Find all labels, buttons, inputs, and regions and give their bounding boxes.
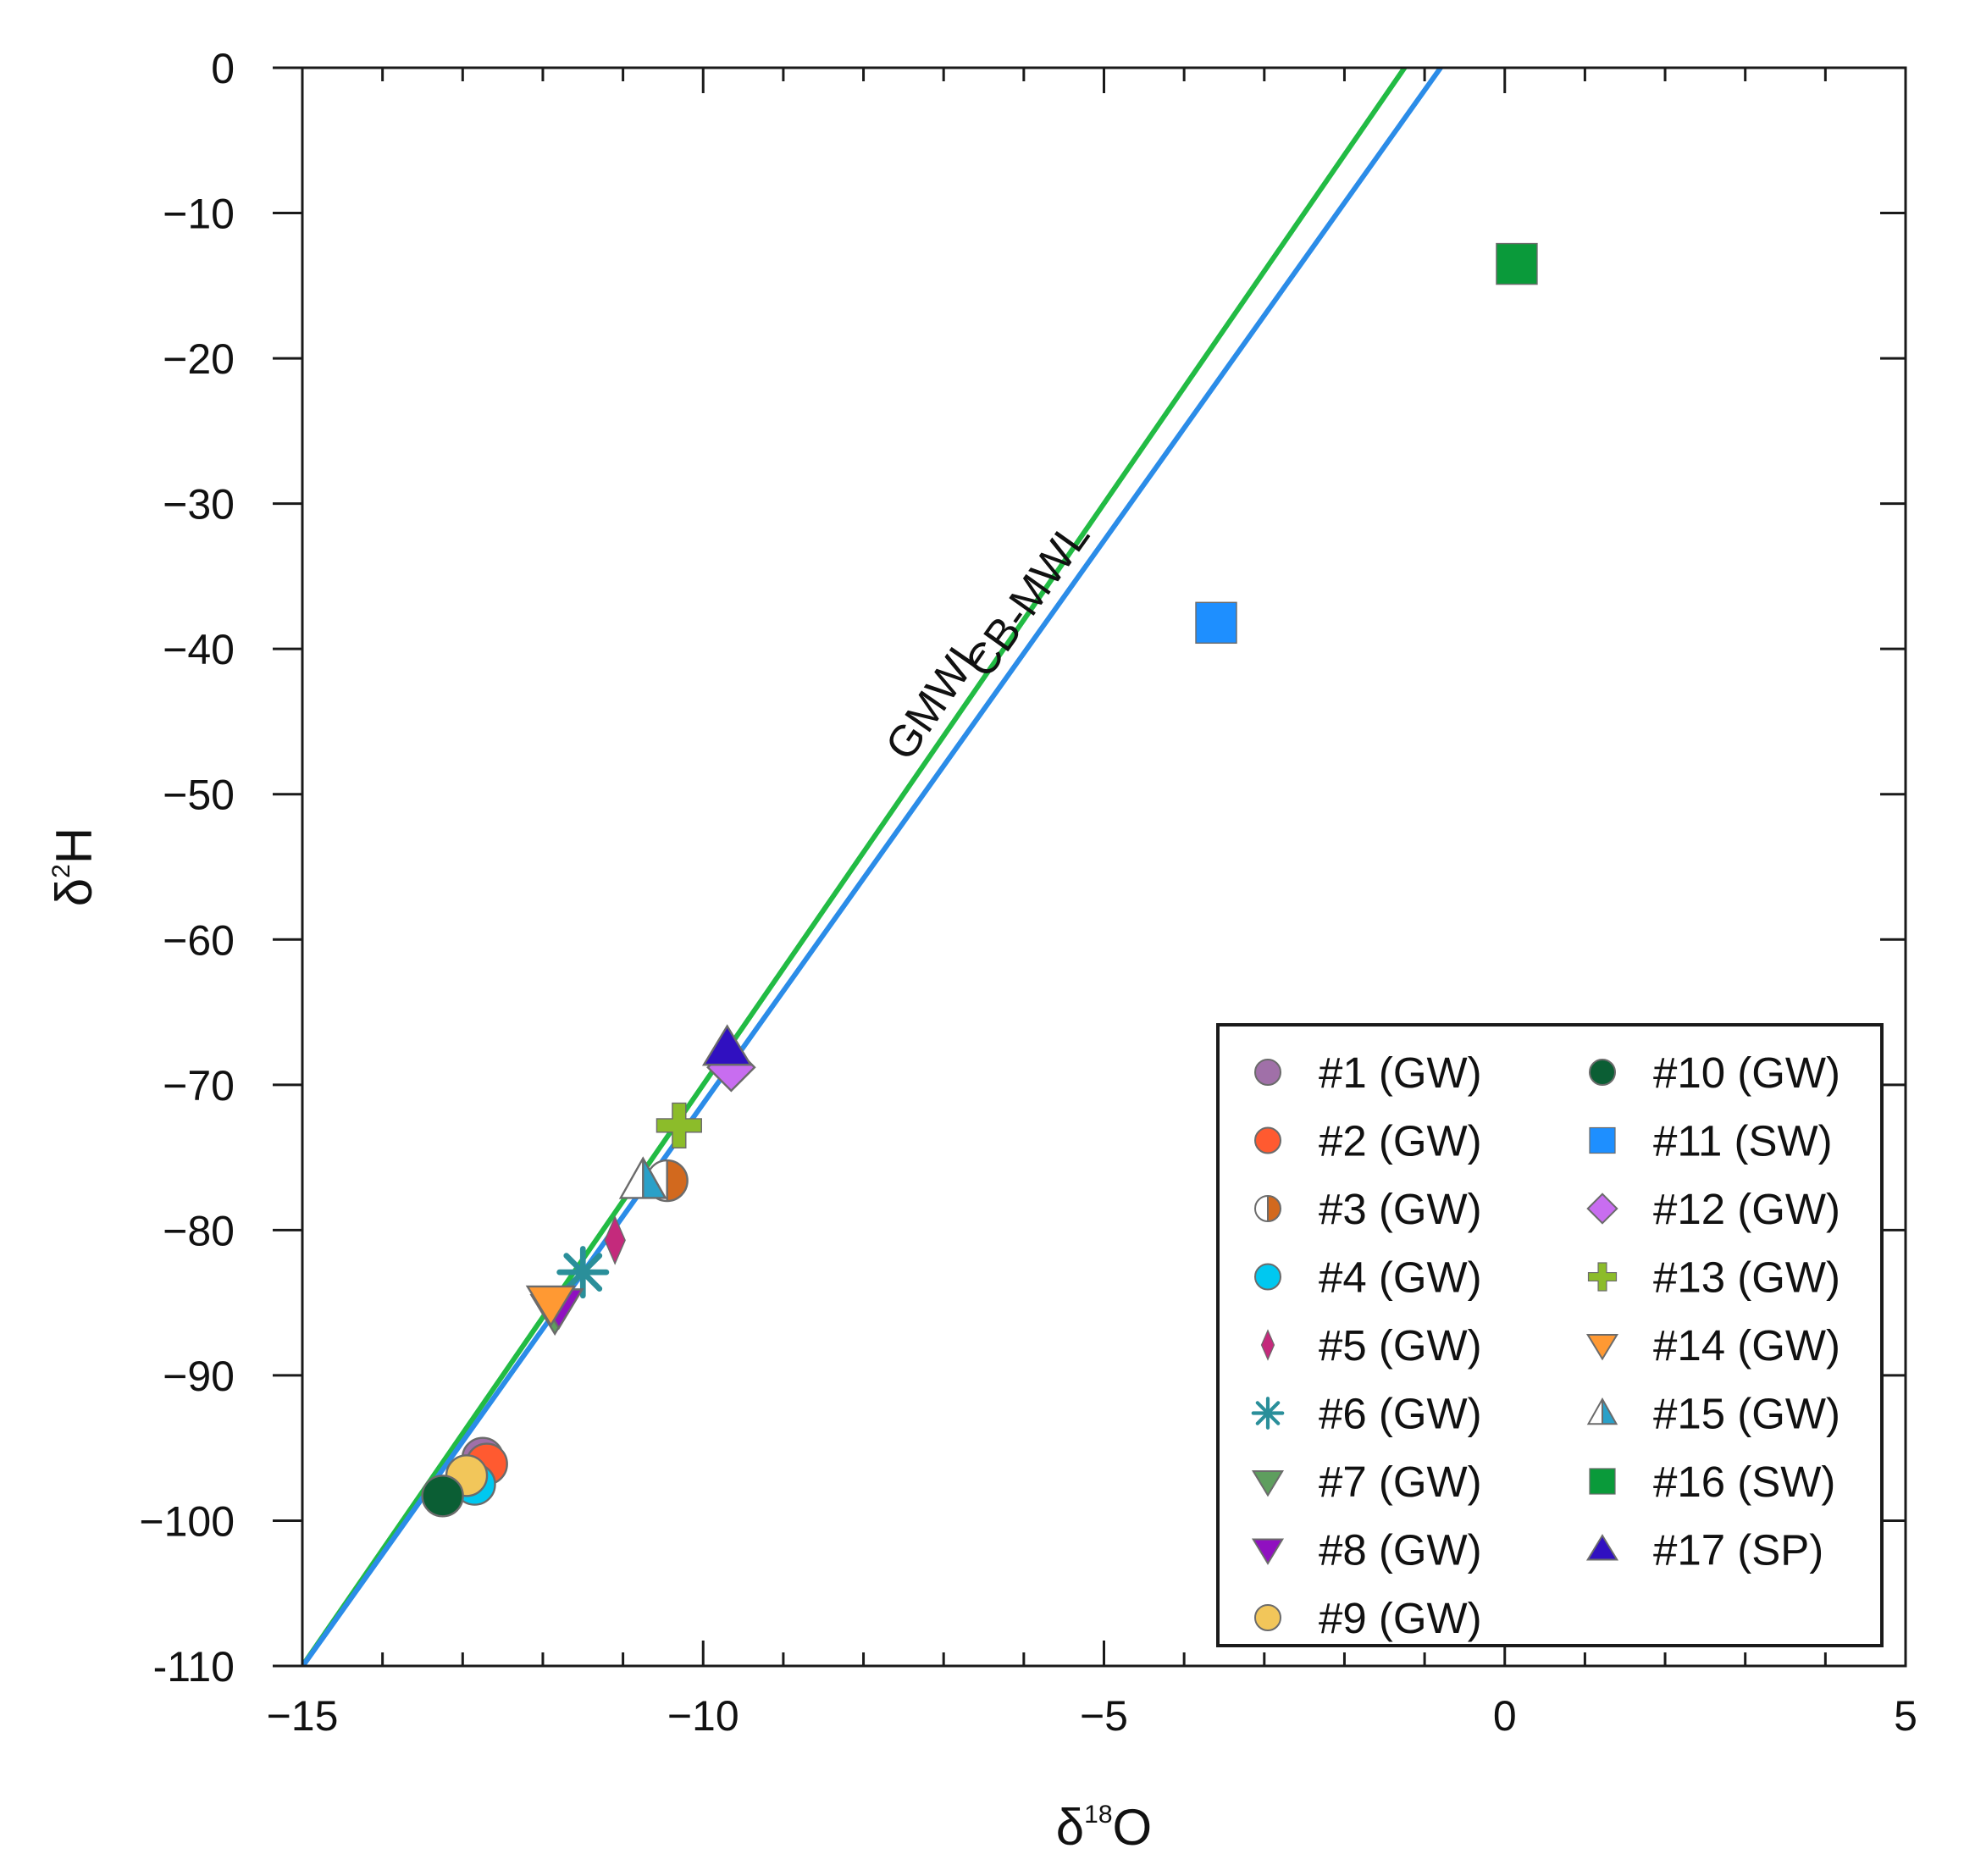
legend-label: #13 (GW) (1653, 1253, 1840, 1302)
legend-label: #6 (GW) (1319, 1390, 1482, 1438)
legend-label: #1 (GW) (1319, 1049, 1482, 1097)
point-13-gw (656, 1102, 702, 1148)
legend-box (1216, 1023, 1884, 1647)
legend-marker-1-gw (1254, 1059, 1281, 1086)
legend-item-3-gw: #3 (GW) (1254, 1185, 1482, 1233)
x-axis-label: δ18O (1056, 1799, 1152, 1856)
legend-label: #7 (GW) (1319, 1458, 1482, 1506)
y-tick-label: −60 (163, 916, 235, 964)
legend-item-7-gw: #7 (GW) (1251, 1458, 1482, 1506)
legend-label: #4 (GW) (1319, 1253, 1482, 1302)
legend-label: #16 (SW) (1653, 1458, 1835, 1506)
cb-mwl-line (302, 68, 1444, 1666)
legend-label: #9 (GW) (1319, 1594, 1482, 1642)
legend-label: #3 (GW) (1319, 1185, 1482, 1233)
gmwl-line (302, 68, 1408, 1666)
legend-label: #8 (GW) (1319, 1526, 1482, 1574)
legend-marker-4-gw (1254, 1263, 1281, 1291)
point-6-gw (556, 1246, 610, 1299)
y-tick-label: −90 (163, 1353, 235, 1400)
legend-item-16-sw: #16 (SW) (1589, 1458, 1835, 1506)
legend-marker-6-gw (1251, 1397, 1285, 1430)
legend-marker-13-gw (1587, 1262, 1618, 1292)
legend-label: #14 (GW) (1653, 1321, 1840, 1370)
legend-item-11-sw: #11 (SW) (1589, 1117, 1833, 1165)
legend-label: #12 (GW) (1653, 1185, 1840, 1233)
legend-item-17-sp: #17 (SP) (1585, 1526, 1823, 1574)
y-tick-label: −50 (163, 772, 235, 819)
legend-marker-10-gw (1589, 1059, 1616, 1086)
y-tick-label: −20 (163, 335, 235, 383)
legend-label: #5 (GW) (1319, 1321, 1482, 1370)
legend-item-10-gw: #10 (GW) (1589, 1049, 1840, 1097)
legend-marker-7-gw (1251, 1470, 1285, 1497)
legend-marker-5-gw (1260, 1329, 1275, 1361)
point-17-sp (701, 1024, 753, 1066)
legend-label: #2 (GW) (1319, 1117, 1482, 1165)
x-tick-label: −5 (1080, 1692, 1128, 1740)
y-tick-label: −100 (139, 1497, 235, 1545)
y-tick-label: -110 (153, 1643, 235, 1691)
legend-marker-17-sp (1585, 1534, 1619, 1561)
y-tick-label: −30 (163, 481, 235, 528)
y-tick-label: −40 (163, 626, 235, 673)
legend-marker-8-gw (1251, 1538, 1285, 1565)
point-15-gw (618, 1156, 667, 1199)
x-tick-label: 0 (1493, 1692, 1517, 1740)
legend-marker-9-gw (1254, 1604, 1281, 1631)
legend-marker-11-sw (1589, 1126, 1616, 1154)
legend-marker-12-gw (1586, 1193, 1618, 1225)
legend-item-13-gw: #13 (GW) (1587, 1253, 1840, 1302)
x-tick-label: −10 (667, 1692, 739, 1740)
legend-marker-14-gw (1585, 1334, 1619, 1361)
cb-mwl-label: CB-MWL (956, 512, 1100, 686)
legend-item-8-gw: #8 (GW) (1251, 1526, 1482, 1574)
legend-marker-15-gw (1586, 1397, 1618, 1425)
legend-label: #10 (GW) (1653, 1049, 1840, 1097)
legend-item-5-gw: #5 (GW) (1260, 1321, 1482, 1370)
legend-item-14-gw: #14 (GW) (1585, 1321, 1840, 1370)
x-tick-label: 5 (1894, 1692, 1917, 1740)
point-16-sw (1496, 242, 1538, 285)
legend-label: #11 (SW) (1653, 1117, 1833, 1165)
y-tick-label: −10 (163, 191, 235, 238)
y-tick-label: −80 (163, 1207, 235, 1254)
legend-marker-3-gw (1254, 1195, 1281, 1222)
y-tick-label: −70 (163, 1062, 235, 1110)
y-axis-label: δ2H (46, 827, 102, 906)
legend-marker-16-sw (1589, 1468, 1616, 1495)
legend-item-12-gw: #12 (GW) (1586, 1185, 1840, 1233)
legend-label: #17 (SP) (1653, 1526, 1823, 1574)
legend-item-2-gw: #2 (GW) (1254, 1117, 1482, 1165)
point-10-gw (421, 1475, 464, 1518)
point-5-gw (604, 1215, 626, 1265)
legend: #1 (GW) #2 (GW) #3 (GW) #4 (GW) #5 (GW) #6 (G… (1216, 1023, 1884, 1647)
legend-label: #15 (GW) (1653, 1390, 1840, 1438)
y-tick-label: 0 (211, 45, 235, 92)
legend-item-1-gw: #1 (GW) (1254, 1049, 1482, 1097)
x-tick-label: −15 (267, 1692, 339, 1740)
legend-item-4-gw: #4 (GW) (1254, 1253, 1482, 1302)
legend-item-6-gw: #6 (GW) (1251, 1390, 1482, 1438)
legend-item-15-gw: #15 (GW) (1586, 1390, 1840, 1438)
point-14-gw (525, 1285, 577, 1327)
legend-marker-2-gw (1254, 1126, 1281, 1154)
legend-item-9-gw: #9 (GW) (1254, 1594, 1482, 1642)
point-11-sw (1195, 601, 1237, 645)
